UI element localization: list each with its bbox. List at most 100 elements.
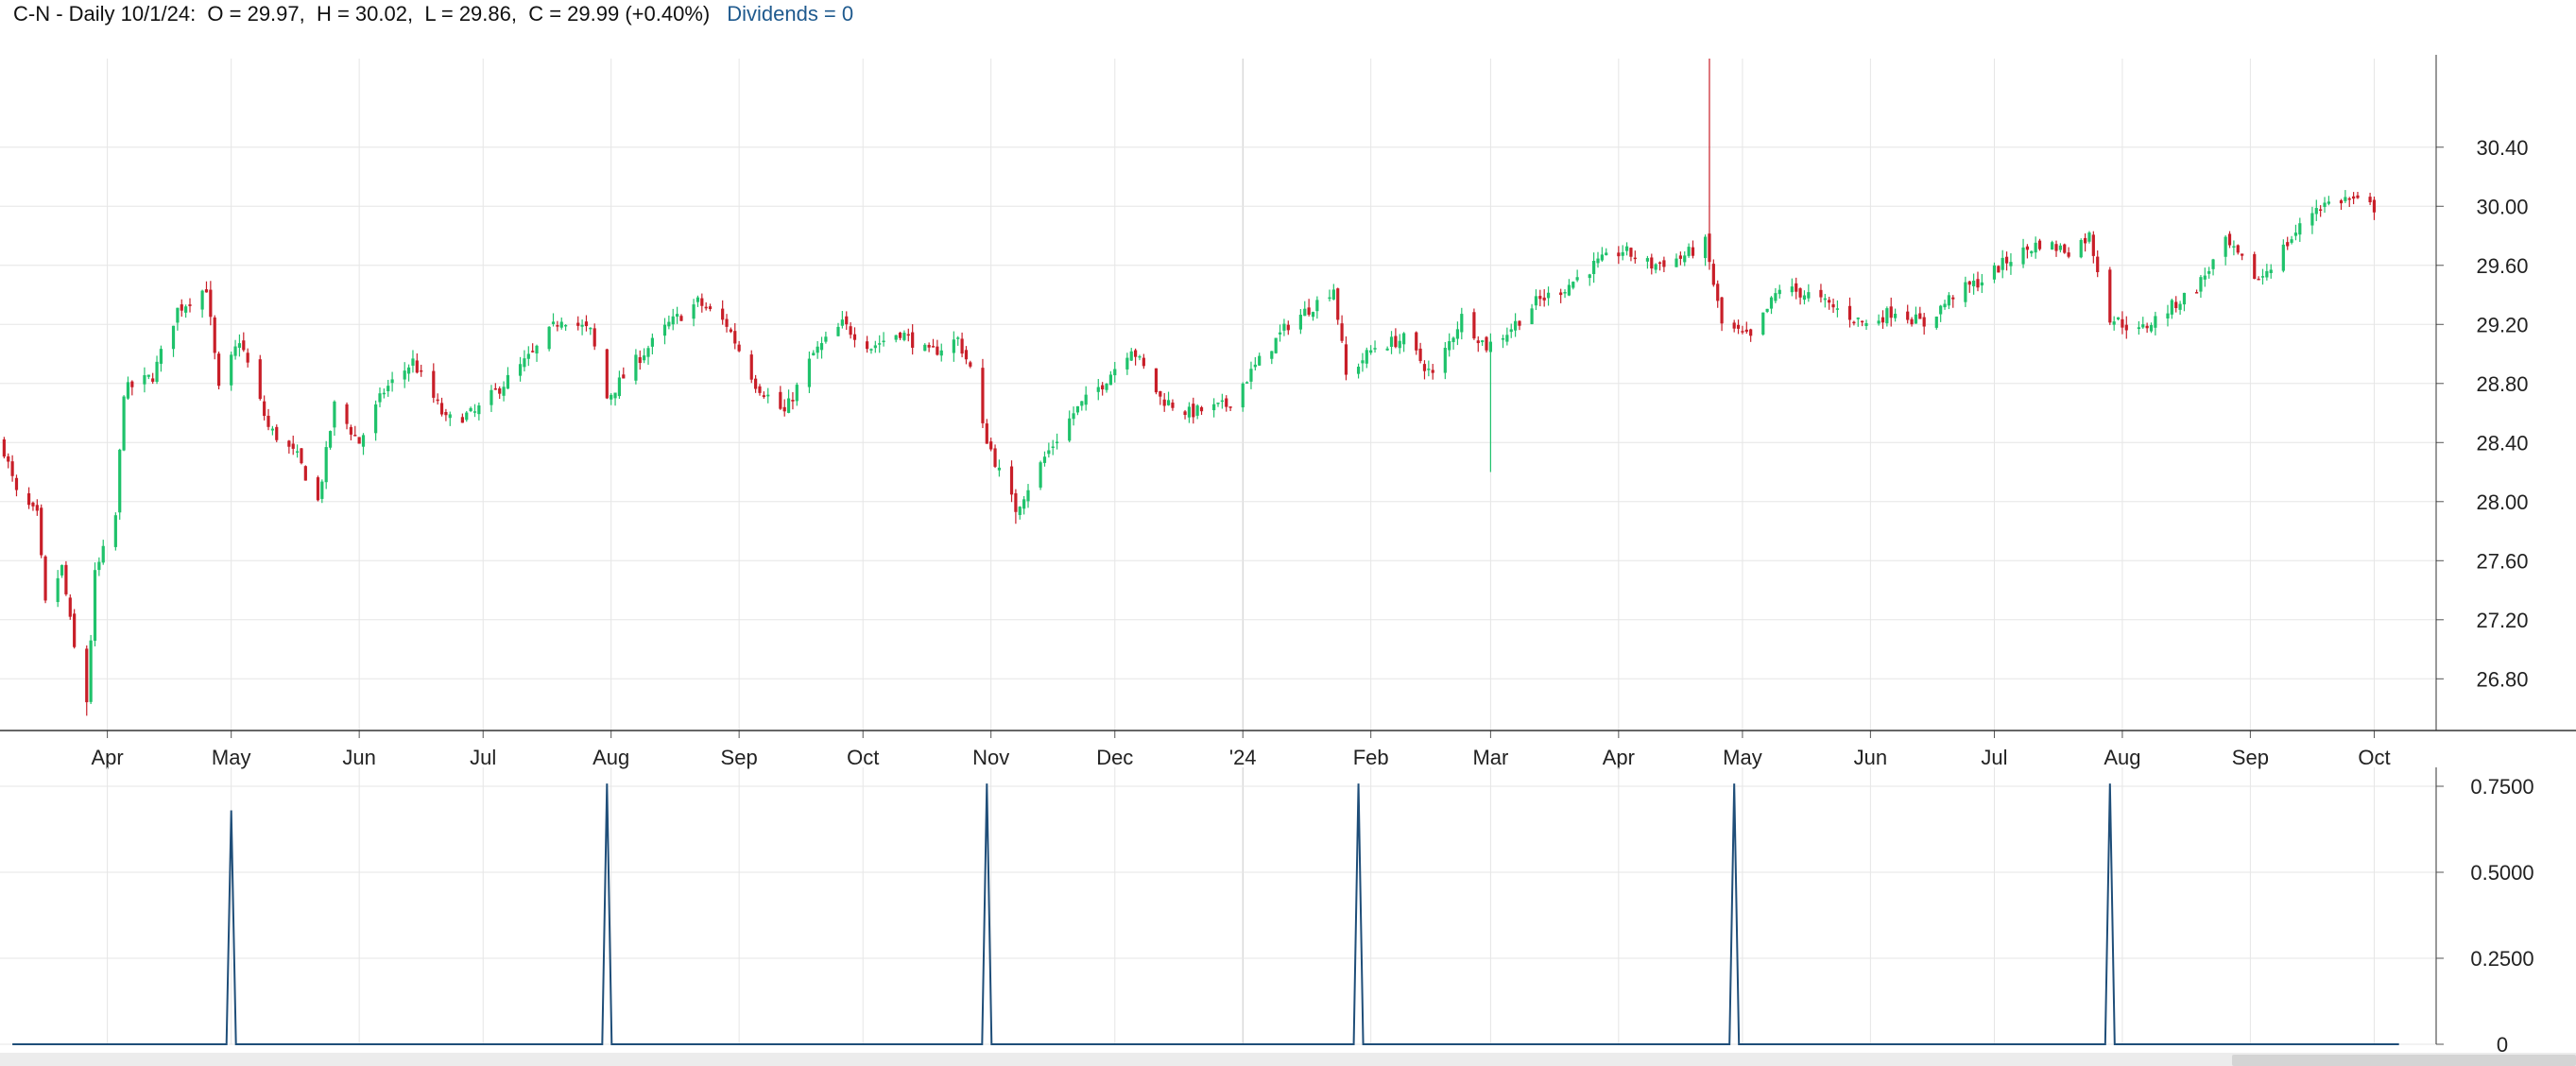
- candle-body: [97, 561, 101, 571]
- candle-body: [936, 346, 939, 355]
- candle-body: [2166, 313, 2170, 318]
- candle-body: [613, 392, 617, 399]
- candle-body: [176, 307, 180, 323]
- candle-body: [662, 324, 667, 336]
- candle-body: [589, 327, 592, 330]
- candle-body: [1914, 314, 1918, 324]
- candle-body: [2227, 233, 2232, 246]
- candle-body: [1009, 466, 1014, 495]
- x-tick-label: Oct: [2358, 746, 2390, 769]
- candle-body: [956, 337, 960, 339]
- candle-body: [1831, 304, 1835, 308]
- candle-body: [754, 378, 758, 389]
- candle-body: [1774, 293, 1777, 301]
- candle-body: [233, 346, 237, 356]
- candle-body: [263, 401, 266, 417]
- candle-body: [1769, 297, 1774, 309]
- candle-body: [1460, 314, 1464, 333]
- candle-body: [2203, 275, 2207, 280]
- candle-body: [1687, 247, 1691, 256]
- candle-body: [1298, 315, 1302, 330]
- candle-body: [1906, 311, 1910, 320]
- candle-body: [489, 389, 493, 405]
- candle-body: [1918, 313, 1922, 319]
- candle-body: [2265, 270, 2269, 278]
- candle-body: [270, 428, 274, 431]
- candle-body: [316, 477, 320, 501]
- candle-body: [1422, 364, 1427, 371]
- candle-body: [1373, 348, 1377, 350]
- candle-body: [390, 379, 394, 384]
- candle-body: [1777, 289, 1781, 295]
- candle-body: [1592, 260, 1596, 275]
- candle-body: [200, 290, 204, 310]
- y-tick-label: 26.80: [2476, 667, 2528, 691]
- candle-body: [993, 448, 997, 467]
- candle-body: [1828, 300, 1831, 303]
- candle-body: [1331, 289, 1335, 300]
- y-tick-label: 0.7500: [2470, 775, 2533, 799]
- candle-body: [1889, 306, 1893, 318]
- candle-body: [1807, 292, 1811, 299]
- candle-body: [650, 337, 654, 347]
- candle-body: [679, 316, 683, 321]
- candle-body: [1823, 298, 1827, 301]
- candle-body: [1910, 318, 1914, 325]
- candle-body: [2145, 325, 2149, 329]
- candle-body: [1741, 331, 1744, 333]
- candle-body: [2224, 236, 2227, 257]
- candle-body: [382, 392, 386, 395]
- candle-body: [1485, 336, 1488, 351]
- candle-body: [345, 404, 349, 424]
- candle-body: [2174, 301, 2178, 309]
- candle-body: [1241, 383, 1245, 408]
- candle-body: [296, 451, 300, 453]
- candle-body: [547, 326, 551, 350]
- candle-body: [725, 318, 729, 327]
- candle-body: [610, 394, 613, 400]
- candle-body: [2310, 213, 2314, 226]
- candle-body: [1662, 260, 1666, 267]
- candle-body: [2149, 324, 2154, 332]
- candle-body: [328, 431, 333, 448]
- candle-body: [1624, 246, 1629, 251]
- candle-body: [287, 440, 291, 447]
- horizontal-scrollbar[interactable]: [0, 1053, 2576, 1066]
- scrollbar-thumb[interactable]: [2232, 1055, 2576, 1066]
- candle-body: [2112, 321, 2116, 325]
- candle-body: [1617, 252, 1621, 257]
- candle-body: [729, 329, 732, 333]
- candle-body: [816, 346, 819, 353]
- candle-body: [1514, 320, 1518, 331]
- candle-body: [1225, 398, 1228, 407]
- candle-body: [2182, 292, 2187, 305]
- candle-body: [180, 304, 183, 311]
- candle-body: [559, 321, 563, 328]
- candle-body: [580, 324, 584, 327]
- candle-body: [1270, 351, 1274, 359]
- candle-body: [2241, 253, 2244, 256]
- candle-body: [1051, 446, 1055, 449]
- x-tick-label: Jul: [1981, 746, 2007, 769]
- candle-body: [2298, 223, 2302, 235]
- candle-body: [333, 401, 336, 428]
- candle-body: [1481, 340, 1485, 343]
- x-tick-label: Jul: [470, 746, 496, 769]
- candle-body: [465, 412, 469, 421]
- x-tick-label: Dec: [1096, 746, 1133, 769]
- candle-body: [1538, 296, 1542, 300]
- candle-body: [1385, 348, 1389, 351]
- candle-body: [526, 353, 530, 359]
- candle-body: [43, 556, 47, 601]
- candle-body: [2281, 244, 2285, 271]
- candle-body: [1258, 355, 1262, 366]
- candle-body: [898, 333, 902, 338]
- candle-body: [696, 297, 700, 302]
- candle-body: [171, 325, 176, 350]
- candle-body: [1427, 369, 1431, 370]
- candle-body: [40, 507, 43, 556]
- candle-body: [873, 345, 877, 349]
- candle-body: [869, 349, 873, 351]
- candle-body: [1674, 258, 1678, 267]
